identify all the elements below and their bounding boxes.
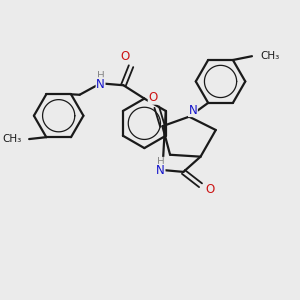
- Text: H: H: [97, 71, 104, 81]
- Text: CH₃: CH₃: [2, 134, 22, 144]
- Text: CH₃: CH₃: [260, 51, 280, 61]
- Text: H: H: [157, 158, 164, 167]
- Text: N: N: [156, 164, 165, 177]
- Text: O: O: [121, 50, 130, 63]
- Text: N: N: [96, 78, 105, 91]
- Text: O: O: [206, 182, 215, 196]
- Text: N: N: [188, 103, 197, 116]
- Text: O: O: [148, 91, 158, 104]
